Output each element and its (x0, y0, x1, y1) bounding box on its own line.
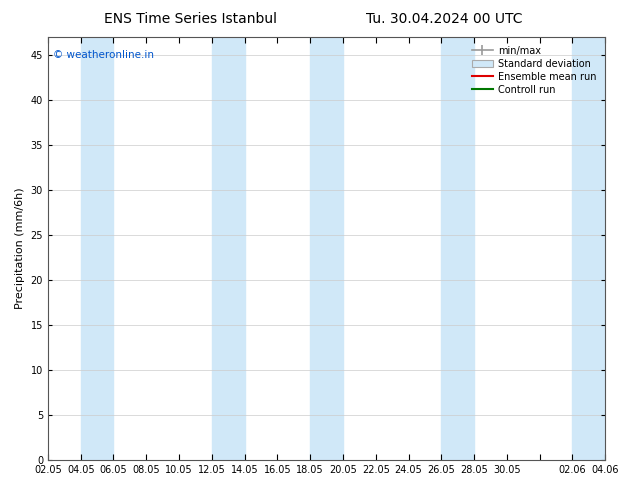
Bar (212, 37, 245, 460)
Text: Tu. 30.04.2024 00 UTC: Tu. 30.04.2024 00 UTC (366, 12, 522, 26)
Text: ENS Time Series Istanbul: ENS Time Series Istanbul (104, 12, 276, 26)
Text: © weatheronline.in: © weatheronline.in (53, 50, 155, 60)
Legend: min/max, Standard deviation, Ensemble mean run, Controll run: min/max, Standard deviation, Ensemble me… (468, 42, 600, 98)
Bar (81, 37, 113, 460)
Bar (310, 37, 343, 460)
Y-axis label: Precipitation (mm/6h): Precipitation (mm/6h) (15, 188, 25, 309)
Bar (441, 37, 474, 460)
Bar (573, 37, 605, 460)
